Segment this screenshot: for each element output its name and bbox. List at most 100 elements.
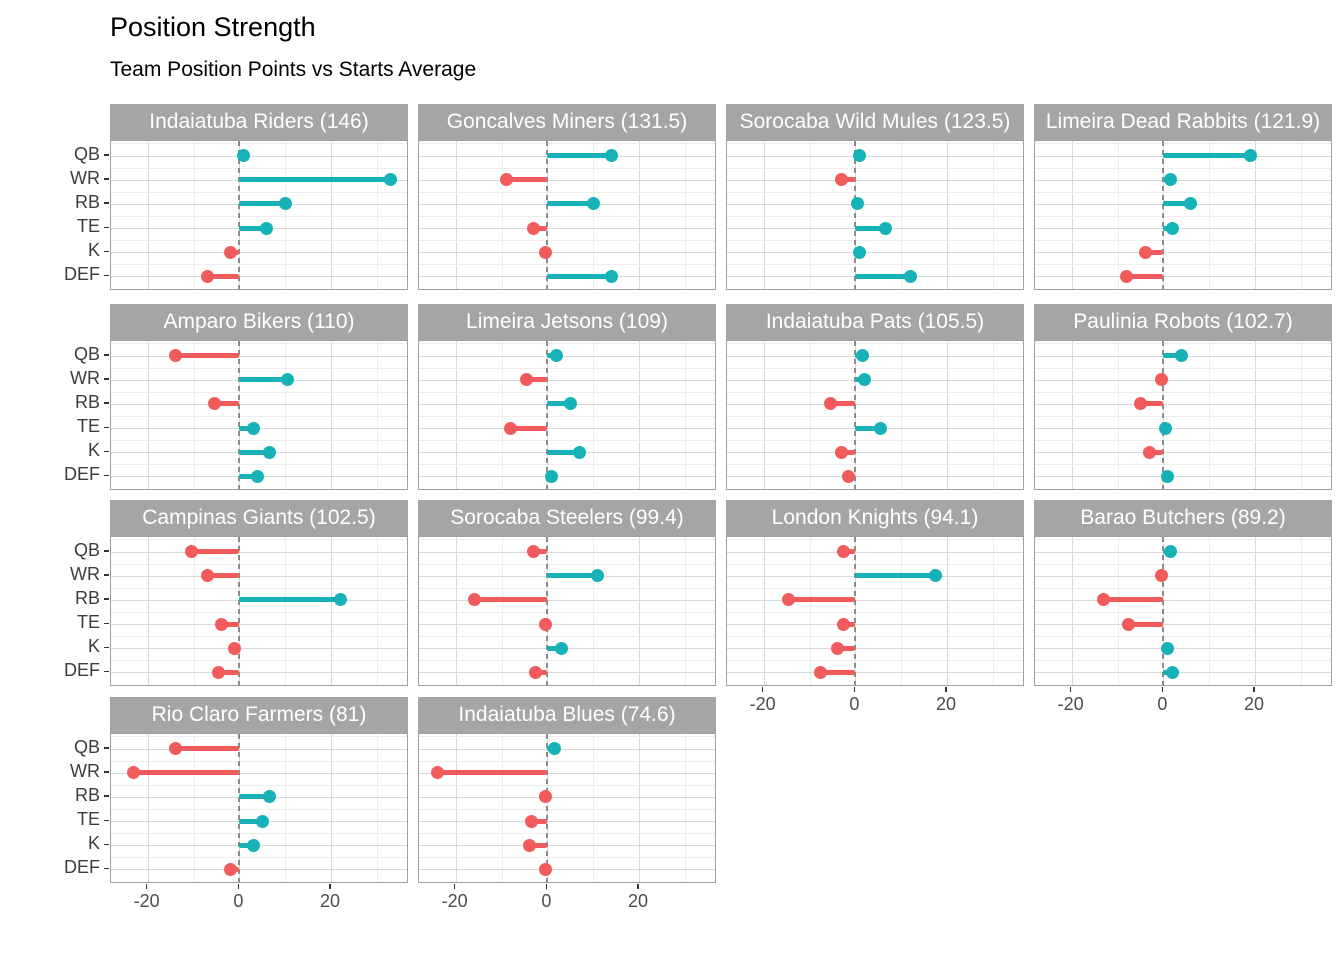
- facet-strip-label: Rio Claro Farmers (81): [151, 703, 367, 726]
- lollipop-dot: [837, 545, 851, 559]
- gridline-y-major: [419, 252, 715, 254]
- facet-strip: Indaiatuba Riders (146): [110, 104, 408, 140]
- y-axis-tick: [104, 474, 109, 477]
- facet-strip: Limeira Dead Rabbits (121.9): [1034, 104, 1332, 140]
- gridline-y-major: [727, 179, 1023, 181]
- facet-panel: [1034, 536, 1332, 686]
- lollipop-segment: [855, 273, 911, 279]
- y-axis-tick: [104, 670, 109, 673]
- lollipop-dot: [1154, 569, 1168, 583]
- gridline-x-major: [1071, 341, 1073, 489]
- gridline-x-minor: [593, 141, 595, 289]
- y-axis-tick: [104, 819, 109, 822]
- y-axis-label: WR: [70, 167, 100, 188]
- y-axis-label: RB: [74, 391, 100, 412]
- facet-strip: Rio Claro Farmers (81): [110, 697, 408, 733]
- gridline-y-minor: [111, 833, 407, 835]
- gridline-y-minor: [111, 264, 407, 266]
- gridline-y-major: [111, 672, 407, 674]
- lollipop-dot: [545, 469, 559, 483]
- gridline-y-major: [727, 476, 1023, 478]
- gridline-y-minor: [419, 736, 715, 738]
- gridline-y-major: [727, 203, 1023, 205]
- gridline-x-major: [1255, 141, 1257, 289]
- lollipop-dot: [278, 197, 292, 211]
- gridline-x-minor: [1117, 141, 1119, 289]
- facet-panel: [1034, 340, 1332, 490]
- lollipop-dot: [1243, 149, 1257, 163]
- gridline-y-minor: [111, 660, 407, 662]
- gridline-y-major: [727, 599, 1023, 601]
- lollipop-segment: [529, 842, 548, 848]
- x-axis-label: 20: [320, 891, 341, 911]
- gridline-y-minor: [727, 367, 1023, 369]
- gridline-x-minor: [1209, 537, 1211, 685]
- gridline-x-minor: [684, 141, 686, 289]
- lollipop-segment: [855, 425, 881, 431]
- lollipop-segment: [239, 597, 341, 603]
- lollipop-dot: [527, 221, 541, 235]
- gridline-y-major: [727, 624, 1023, 626]
- facet-strip-label: Indaiatuba Pats (105.5): [765, 310, 985, 333]
- lollipop-segment: [820, 669, 856, 675]
- lollipop-dot: [547, 742, 561, 756]
- x-axis-label: 0: [1157, 694, 1168, 714]
- gridline-y-minor: [419, 264, 715, 266]
- x-axis-tick: [853, 687, 856, 692]
- gridline-y-minor: [111, 539, 407, 541]
- y-axis-tick: [104, 250, 109, 253]
- lollipop-segment: [239, 377, 288, 383]
- facet-panel: [110, 733, 408, 883]
- y-axis-tick: [104, 202, 109, 204]
- lollipop-segment: [830, 401, 856, 407]
- lollipop-segment: [239, 225, 267, 231]
- gridline-y-major: [1035, 452, 1331, 454]
- gridline-y-minor: [1035, 612, 1331, 613]
- gridline-y-minor: [111, 736, 407, 738]
- gridline-y-minor: [419, 857, 715, 859]
- gridline-y-minor: [111, 857, 407, 859]
- gridline-y-minor: [727, 539, 1023, 541]
- gridline-y-major: [1035, 276, 1331, 278]
- lollipop-dot: [246, 421, 260, 435]
- y-axis-label: TE: [76, 612, 100, 633]
- x-axis-tick: [1069, 687, 1072, 692]
- lollipop-dot: [262, 445, 276, 459]
- gridline-y-major: [1035, 228, 1331, 230]
- lollipop-dot: [1184, 197, 1198, 211]
- lollipop-dot: [168, 349, 182, 363]
- gridline-x-minor: [1117, 537, 1119, 685]
- lollipop-dot: [1163, 173, 1177, 187]
- gridline-y-major: [419, 748, 715, 750]
- gridline-y-minor: [1035, 143, 1331, 145]
- gridline-y-major: [111, 155, 407, 157]
- gridline-y-minor: [111, 167, 407, 169]
- lollipop-segment: [175, 353, 240, 359]
- gridline-y-major: [727, 155, 1023, 157]
- gridline-y-minor: [727, 587, 1023, 589]
- lollipop-dot: [858, 373, 872, 387]
- facet-strip: Sorocaba Steelers (99.4): [418, 500, 716, 536]
- chart-subtitle: Team Position Points vs Starts Average: [110, 58, 477, 81]
- gridline-y-minor: [111, 760, 407, 762]
- lollipop-dot: [823, 397, 837, 411]
- y-axis-label: QB: [73, 539, 100, 560]
- gridline-y-minor: [1035, 240, 1331, 242]
- gridline-y-minor: [1035, 167, 1331, 169]
- gridline-y-major: [111, 869, 407, 871]
- lollipop-dot: [524, 814, 538, 828]
- gridline-x-minor: [901, 537, 903, 685]
- lollipop-dot: [223, 862, 237, 876]
- lollipop-segment: [214, 401, 240, 407]
- y-axis-label: TE: [76, 809, 100, 830]
- lollipop-segment: [547, 645, 562, 651]
- gridline-y-major: [419, 228, 715, 230]
- facet-strip: Amparo Bikers (110): [110, 304, 408, 340]
- gridline-y-minor: [419, 784, 715, 786]
- gridline-x-major: [763, 341, 765, 489]
- gridline-y-minor: [419, 488, 715, 489]
- gridline-y-major: [419, 428, 715, 430]
- y-axis-tick: [104, 450, 109, 453]
- lollipop-segment: [547, 273, 612, 279]
